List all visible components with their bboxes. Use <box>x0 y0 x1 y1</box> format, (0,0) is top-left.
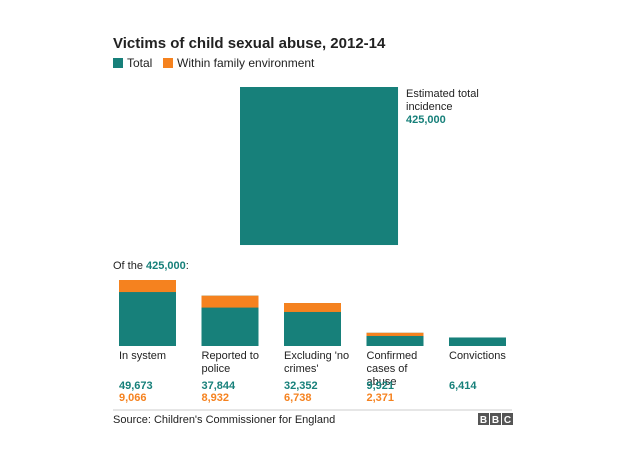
category-label: Excluding 'no crimes' <box>284 350 352 375</box>
legend-label: Within family environment <box>177 56 315 70</box>
legend-swatch <box>163 58 173 68</box>
value-label-family: 9,066 <box>119 392 147 404</box>
subheading: Of the 425,000: <box>113 260 189 272</box>
category-label: Convictions <box>449 350 506 362</box>
value-label-family: 6,738 <box>284 392 312 404</box>
legend-swatch <box>113 58 123 68</box>
chart-title: Victims of child sexual abuse, 2012-14 <box>113 35 386 52</box>
bar-family <box>366 332 424 336</box>
value-label-total: 49,673 <box>119 380 153 392</box>
value-label-total: 6,414 <box>449 380 477 392</box>
value-label-total: 32,352 <box>284 380 318 392</box>
value-label-total: 37,844 <box>202 380 237 392</box>
logo-box <box>490 413 501 425</box>
logo-letter: B <box>480 415 487 426</box>
subheading-value: 425,000 <box>146 260 186 272</box>
bar-family <box>284 303 341 312</box>
subheading-suffix: : <box>186 260 189 272</box>
bar-family <box>119 280 176 293</box>
estimate-value: 425,000 <box>406 114 446 126</box>
category-label: In system <box>119 350 166 362</box>
logo-letter: C <box>504 415 511 426</box>
bar-total <box>449 337 506 346</box>
category-label: Reported to police <box>202 350 263 375</box>
subheading-prefix: Of the <box>113 260 143 272</box>
estimate-label: Estimated total incidence <box>406 88 482 113</box>
logo-box <box>478 413 489 425</box>
estimate-square <box>240 87 399 246</box>
logo-box <box>502 413 513 425</box>
logo-letter: B <box>492 415 499 426</box>
value-label-family: 8,932 <box>202 392 230 404</box>
bar-family <box>201 295 259 308</box>
bar-total <box>366 332 424 346</box>
value-label-total: 9,921 <box>367 380 395 392</box>
category-label: Confirmed cases of abuse <box>367 350 421 388</box>
legend-label: Total <box>127 56 152 70</box>
source: Source: Children's Commissioner for Engl… <box>113 414 335 426</box>
value-label-family: 2,371 <box>367 392 395 404</box>
